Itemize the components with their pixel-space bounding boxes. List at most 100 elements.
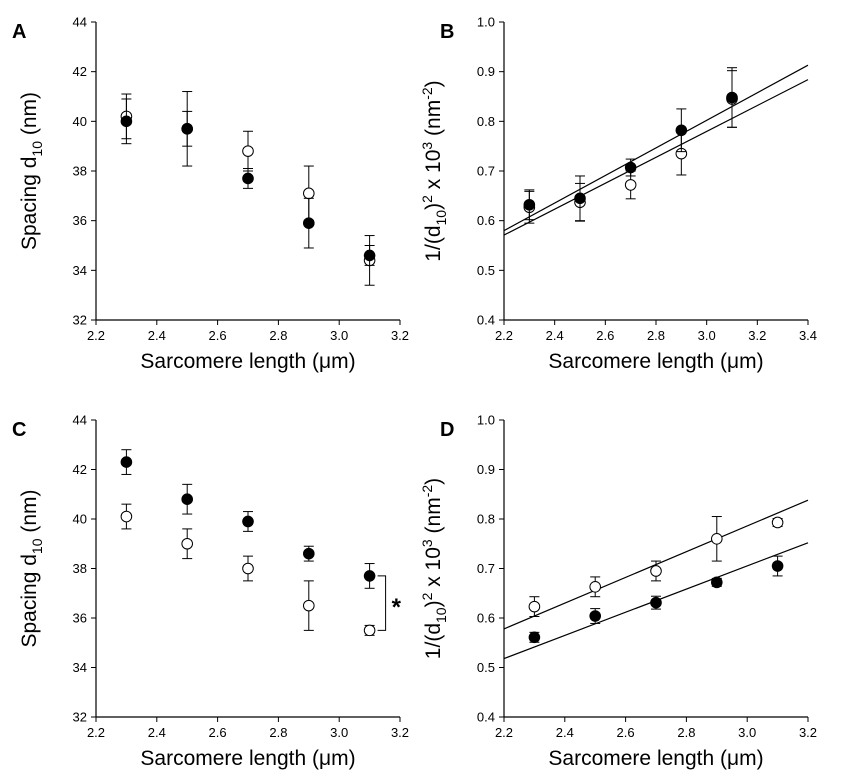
panel-letter: D — [440, 419, 454, 441]
x-tick-label: 3.2 — [391, 328, 409, 343]
x-tick-label: 2.4 — [148, 328, 166, 343]
x-tick-label: 2.2 — [495, 725, 513, 740]
data-point-filled — [650, 596, 662, 609]
y-tick-label: 32 — [73, 313, 87, 328]
x-tick-label: 2.4 — [556, 725, 574, 740]
y-axis-title: Spacing d10 (nm) — [18, 92, 45, 250]
x-tick-label: 2.4 — [148, 725, 166, 740]
x-tick-label: 2.4 — [546, 328, 564, 343]
x-axis-title: Sarcomere length (μm) — [548, 747, 763, 770]
data-point-open — [242, 562, 254, 575]
data-point-open — [650, 565, 662, 577]
y-axis-title: 1/(d10)2 x 103 (nm-2) — [419, 478, 449, 659]
y-tick-label: 0.8 — [477, 512, 495, 527]
x-tick-label: 2.6 — [209, 328, 227, 343]
x-tick-label: 3.0 — [330, 725, 348, 740]
y-tick-label: 0.5 — [477, 263, 495, 278]
y-tick-label: 0.9 — [477, 462, 495, 477]
y-tick-label: 44 — [73, 413, 87, 428]
fit-line — [503, 79, 809, 236]
y-tick-label: 34 — [73, 660, 87, 675]
x-tick-label: 2.8 — [269, 328, 287, 343]
data-point-open — [120, 510, 133, 523]
data-point-filled — [528, 631, 541, 644]
y-tick-label: 44 — [73, 15, 87, 30]
data-point-filled — [363, 570, 376, 582]
x-tick-label: 2.8 — [647, 328, 665, 343]
y-axis-title: 1/(d10)2 x 103 (nm-2) — [419, 80, 449, 261]
data-point-filled — [624, 161, 637, 174]
data-point-filled — [771, 560, 784, 572]
data-point-filled — [120, 456, 133, 468]
data-point-open — [771, 516, 784, 529]
data-point-open — [711, 533, 723, 545]
x-tick-label: 2.2 — [87, 328, 105, 343]
x-tick-label: 3.4 — [799, 328, 817, 343]
data-point-open — [242, 145, 254, 157]
y-tick-label: 0.7 — [477, 164, 495, 179]
data-point-open — [624, 179, 637, 191]
y-tick-label: 38 — [73, 164, 87, 179]
data-point-filled — [711, 576, 723, 589]
data-point-open — [528, 600, 541, 613]
y-tick-label: 40 — [73, 512, 87, 527]
x-tick-label: 2.2 — [495, 328, 513, 343]
y-tick-label: 34 — [73, 263, 87, 278]
series-open — [523, 70, 738, 224]
series-open — [120, 503, 376, 637]
panel-letter: A — [12, 21, 26, 43]
data-point-open — [303, 599, 315, 612]
panel-a: A 2.2 2.4 2.6 2.8 3.0 3.2 32 34 36 38 40 42 44 Sarcome… — [12, 15, 409, 374]
panel-b: B 2.2 2.4 2.6 2.8 3.0 3.2 3.4 0.4 0.5 0.6 0.7 0.8 0.9… — [419, 15, 817, 374]
series-filled — [523, 67, 738, 222]
y-tick-label: 32 — [73, 710, 87, 725]
data-point-filled — [120, 115, 133, 128]
data-point-filled — [523, 198, 536, 211]
y-tick-label: 0.9 — [477, 64, 495, 79]
x-tick-label: 2.8 — [269, 725, 287, 740]
y-axis-title: Spacing d10 (nm) — [18, 490, 45, 648]
x-tick-label: 2.2 — [87, 725, 105, 740]
y-tick-label: 1.0 — [477, 15, 495, 30]
series-open — [528, 516, 784, 618]
y-tick-label: 1.0 — [477, 413, 495, 428]
data-point-filled — [363, 249, 376, 262]
significance-bracket — [377, 575, 387, 631]
x-tick-label: 2.6 — [209, 725, 227, 740]
x-axis-title: Sarcomere length (μm) — [140, 350, 355, 373]
x-tick-label: 3.2 — [799, 725, 817, 740]
x-tick-label: 2.6 — [596, 328, 614, 343]
data-point-open — [363, 624, 376, 637]
y-tick-label: 0.7 — [477, 561, 495, 576]
y-tick-label: 0.4 — [477, 313, 495, 328]
y-tick-label: 0.8 — [477, 114, 495, 129]
x-tick-label: 3.0 — [738, 725, 756, 740]
y-tick-label: 42 — [73, 462, 87, 477]
panel-d: D 2.2 2.4 2.6 2.8 3.0 3.2 0.4 0.5 0.6 0.7 0.8 0.9 1.0… — [419, 413, 817, 771]
panel-letter: B — [440, 21, 454, 43]
x-tick-label: 3.2 — [748, 328, 766, 343]
y-tick-label: 0.5 — [477, 660, 495, 675]
data-point-filled — [181, 493, 193, 506]
panel-letter: C — [12, 419, 26, 441]
data-point-filled — [726, 91, 738, 104]
y-tick-label: 36 — [73, 611, 87, 626]
x-axis-title: Sarcomere length (μm) — [140, 747, 355, 770]
x-tick-label: 2.8 — [677, 725, 695, 740]
data-point-filled — [675, 124, 688, 137]
data-point-filled — [303, 217, 315, 229]
data-point-filled — [574, 192, 586, 205]
data-point-filled — [242, 172, 254, 185]
x-tick-label: 2.6 — [617, 725, 635, 740]
data-point-open — [181, 537, 193, 550]
x-tick-label: 3.2 — [391, 725, 409, 740]
x-axis-title: Sarcomere length (μm) — [548, 350, 763, 373]
data-point-open — [589, 581, 602, 593]
fit-line — [503, 64, 809, 232]
x-tick-label: 3.0 — [698, 328, 716, 343]
series-filled — [120, 449, 376, 589]
series-filled — [120, 98, 376, 266]
series-filled — [528, 555, 784, 644]
y-tick-label: 40 — [73, 114, 87, 129]
y-tick-label: 42 — [73, 64, 87, 79]
